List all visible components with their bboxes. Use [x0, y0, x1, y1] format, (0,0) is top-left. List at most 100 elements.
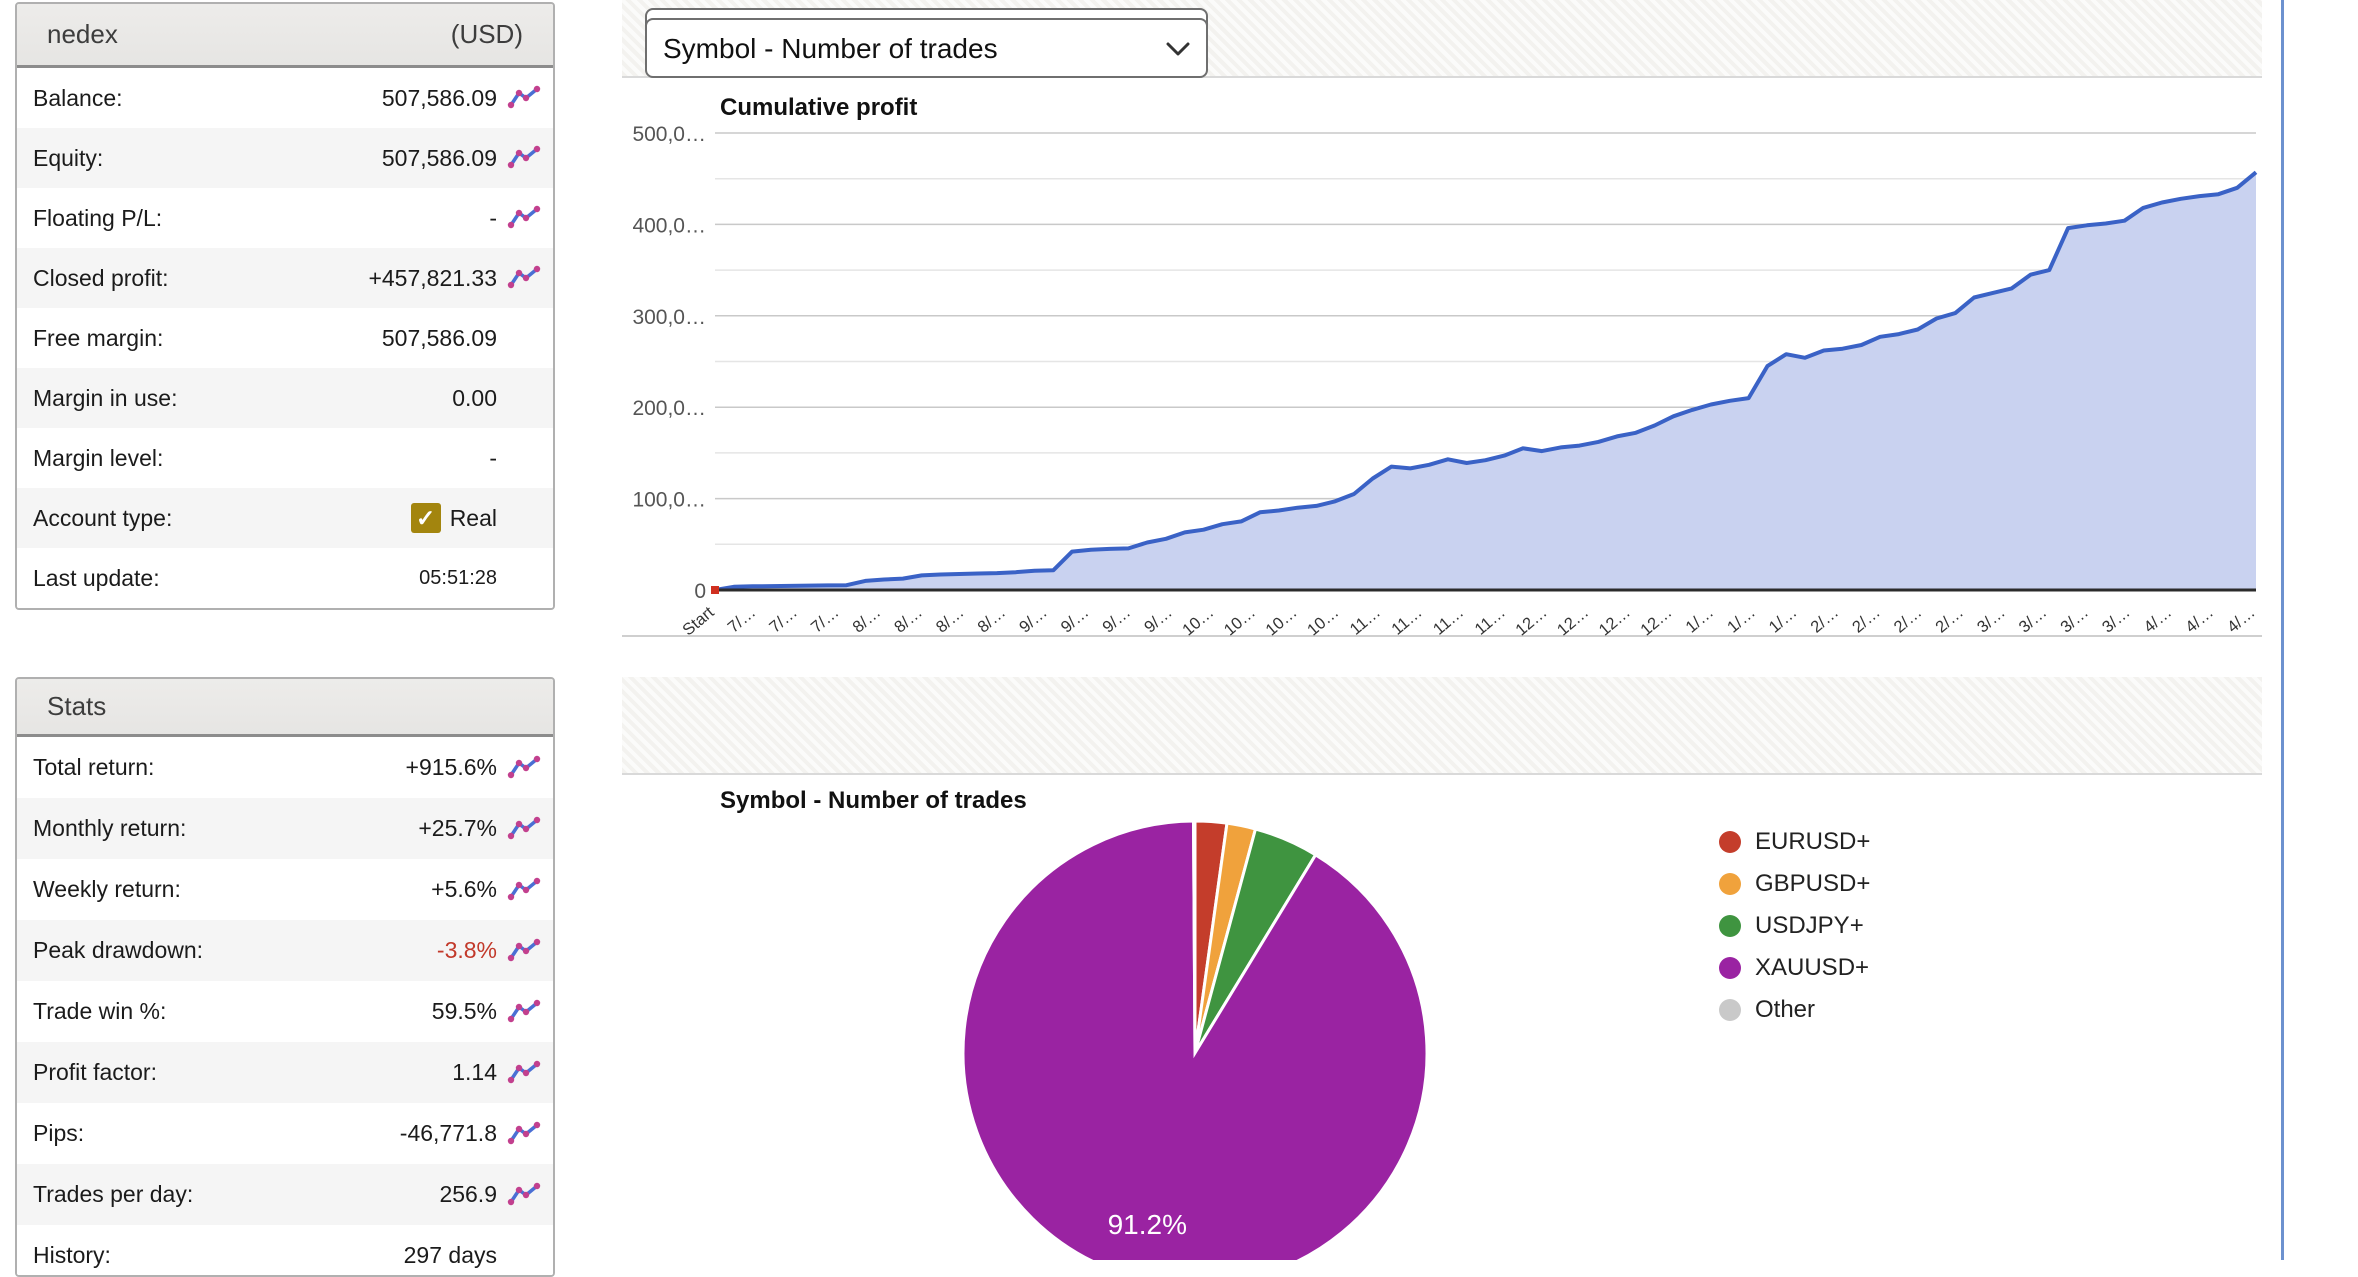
table-row: Profit factor: 1.14 [17, 1042, 553, 1103]
legend-item: EURUSD+ [1719, 821, 1870, 863]
row-icon-slot [497, 877, 553, 903]
chart-icon[interactable] [507, 265, 541, 291]
x-axis-tick-label: 8/… [933, 603, 968, 636]
row-label: Closed profit: [33, 264, 169, 291]
chart-icon[interactable] [507, 938, 541, 964]
row-icon-slot [497, 145, 553, 171]
x-axis-tick-label: 8/… [891, 603, 926, 636]
y-axis-tick-label: 400,0… [632, 214, 706, 237]
y-axis-tick-label: 100,0… [632, 489, 706, 512]
stats-title: Stats [47, 691, 107, 721]
table-row: Free margin: 507,586.09 [17, 308, 553, 368]
row-value: 507,586.09 [381, 84, 497, 111]
x-axis-tick-label: 2/… [1849, 603, 1884, 636]
symbol-trades-select[interactable]: Symbol - Number of trades [645, 18, 1208, 78]
row-icon-slot [497, 1182, 553, 1208]
row-value: +5.6% [431, 876, 497, 902]
row-label: Balance: [33, 84, 123, 111]
chart-icon[interactable] [507, 755, 541, 781]
row-label: Pips: [33, 1120, 85, 1146]
x-axis-tick-label: 12… [1554, 603, 1592, 637]
x-axis-tick-label: 11… [1430, 603, 1467, 637]
row-label: Profit factor: [33, 1059, 157, 1085]
real-account-checkbox-icon: ✓ [410, 503, 441, 533]
table-row: Margin in use: 0.00 [17, 368, 553, 428]
table-row: Floating P/L: - [17, 188, 553, 248]
row-value: 0.00 [452, 384, 497, 411]
x-axis-tick-label: 3/… [2057, 603, 2092, 636]
row-label: Weekly return: [33, 876, 181, 902]
legend-dot-icon [1719, 957, 1741, 979]
x-axis-tick-label: 7/… [724, 603, 759, 636]
chart-icon[interactable] [507, 205, 541, 231]
row-value: 59.5% [431, 998, 497, 1024]
row-label: Margin in use: [33, 384, 178, 411]
chart-icon[interactable] [507, 1182, 541, 1208]
right-border-divider [2281, 0, 2284, 1260]
row-label: History: [33, 1242, 111, 1268]
symbol-trades-select-wrap: Symbol - Number of trades [645, 18, 1208, 78]
legend-label: GBPUSD+ [1755, 870, 1871, 897]
row-icon-slot [497, 1121, 553, 1147]
x-axis-tick-label: 3/… [2016, 603, 2051, 636]
stats-panel-header: Stats [17, 679, 553, 737]
table-row: Balance: 507,586.09 [17, 68, 553, 128]
y-axis-tick-label: 0 [694, 580, 706, 603]
row-label: Monthly return: [33, 815, 187, 841]
pie-selector-bar [622, 677, 2262, 775]
x-axis-tick-label: 1/… [1682, 603, 1717, 636]
row-icon-slot [497, 999, 553, 1025]
y-axis-tick-label: 500,0… [632, 123, 706, 146]
account-rows: Balance: 507,586.09 Equity: 507,586.09 Float… [17, 68, 553, 608]
chart-icon[interactable] [507, 999, 541, 1025]
row-icon-slot [497, 85, 553, 111]
x-axis-tick-label: 8/… [849, 603, 884, 636]
chart-icon[interactable] [507, 85, 541, 111]
row-label: Free margin: [33, 324, 164, 351]
legend-item: Other [1719, 989, 1870, 1031]
y-axis-tick-label: 200,0… [632, 397, 706, 420]
row-label: Last update: [33, 564, 160, 591]
row-value: 507,586.09 [381, 324, 497, 351]
x-axis-tick-label: 2/… [1932, 603, 1967, 636]
account-type-value: Real [449, 504, 497, 531]
cumulative-profit-chart-card: 500,0… 400,0… 300,0… 200,0… 100,0… 0 Start 7/… 7… [622, 78, 2262, 637]
x-axis-tick-label: 2/… [1891, 603, 1926, 636]
chart-icon[interactable] [507, 816, 541, 842]
legend-dot-icon [1719, 873, 1741, 895]
row-icon-slot [497, 938, 553, 964]
table-row: Equity: 507,586.09 [17, 128, 553, 188]
x-axis-tick-label: 10… [1221, 603, 1259, 637]
x-axis-tick-label: 8/… [974, 603, 1009, 636]
chart-icon[interactable] [507, 1121, 541, 1147]
table-row: Total return: +915.6% [17, 737, 553, 798]
x-axis-tick-label: 4/… [2224, 603, 2259, 636]
x-axis-tick-label: 9/… [1058, 603, 1093, 636]
legend-item: XAUUSD+ [1719, 947, 1870, 989]
x-axis-tick-label: Start [679, 603, 718, 637]
x-axis-tick-label: 11… [1347, 603, 1384, 637]
chart-icon[interactable] [507, 145, 541, 171]
symbol-trades-chart-title: Symbol - Number of trades [720, 787, 1027, 814]
x-axis-tick-label: 3/… [2099, 603, 2134, 636]
chart-icon[interactable] [507, 877, 541, 903]
x-axis-tick-label: 7/… [766, 603, 801, 636]
x-axis-tick-label: 3/… [1974, 603, 2009, 636]
chart-icon[interactable] [507, 1060, 541, 1086]
legend-dot-icon [1719, 831, 1741, 853]
stats-rows: Total return: +915.6% Monthly return: +25.7… [17, 737, 553, 1275]
symbol-trades-chart-card: 91.2% Symbol - Number of trades EURUSD+ G… [622, 775, 2262, 1260]
x-axis-tick-label: 10… [1304, 603, 1342, 637]
row-value: 1.14 [452, 1059, 497, 1085]
x-axis-tick-label: 9/… [1016, 603, 1051, 636]
x-axis-tick-label: 2/… [1807, 603, 1842, 636]
legend-label: USDJPY+ [1755, 912, 1864, 939]
legend-label: Other [1755, 996, 1816, 1023]
row-value: 507,586.09 [381, 144, 497, 171]
row-value: -3.8% [436, 937, 497, 963]
account-currency: (USD) [450, 19, 523, 49]
row-value: - [489, 204, 497, 231]
legend-label: XAUUSD+ [1755, 954, 1870, 981]
